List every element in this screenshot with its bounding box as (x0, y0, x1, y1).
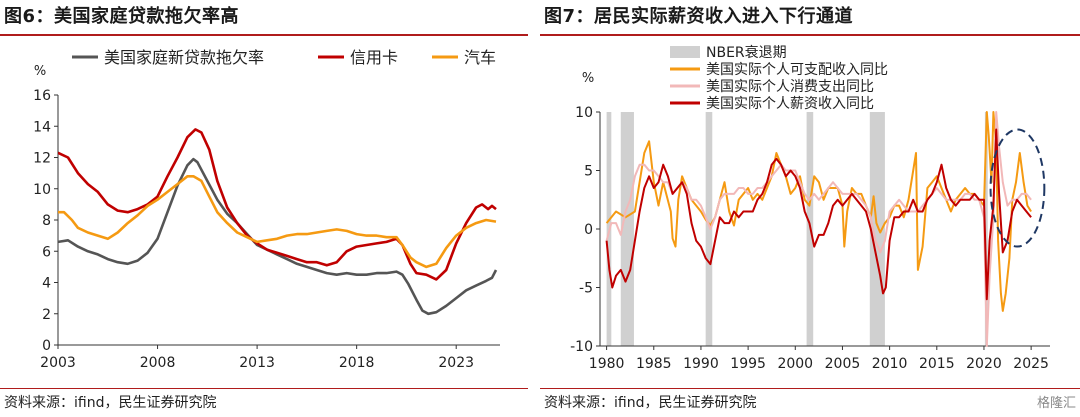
y-tick-label: 8 (42, 213, 51, 229)
x-tick-label: 1995 (730, 356, 766, 372)
y-tick-label: 16 (33, 88, 51, 104)
x-tick-label: 2025 (1013, 356, 1049, 372)
x-tick-label: 1990 (683, 356, 719, 372)
y-tick-label: 14 (33, 119, 51, 135)
y-tick-label: 4 (42, 276, 51, 292)
y-unit-label: % (34, 64, 46, 79)
legend-label-3: 汽车 (464, 48, 496, 67)
source-note: 资料来源：ifind，民生证券研究院 (4, 395, 217, 411)
y-tick-label: 2 (42, 307, 51, 323)
series-line-2 (605, 111, 1032, 347)
line-chart: -10 -5 0 5 10 1980 1985 1990 1995 2000 2005 2010 201… (570, 44, 1050, 372)
x-tick-label: 2023 (438, 355, 474, 371)
x-tick-label: 2018 (339, 355, 375, 371)
recession-band (705, 112, 713, 346)
legend-label-1: 美国实际个人可支配收入同比 (706, 62, 888, 78)
y-tick-label: -5 (579, 281, 593, 297)
y-tick-label: 10 (33, 182, 51, 198)
x-tick-label: 1985 (636, 356, 672, 372)
y-tick-label: 12 (33, 151, 51, 167)
x-tick-label: 2003 (40, 355, 76, 371)
y-tick-label: 10 (575, 105, 593, 121)
source-divider (540, 388, 1080, 389)
y-tick-label: 0 (584, 222, 593, 238)
line-chart: 0 2 4 6 8 10 12 14 16 2003 2008 2013 2018 2023% 美国家庭新贷… (33, 48, 500, 371)
series-line-3 (605, 128, 1032, 301)
chart-title: 图6：美国家庭贷款拖欠率高 (4, 6, 240, 27)
source-note: 资料来源：ifind，民生证券研究院 (544, 395, 757, 411)
x-tick-label: 2000 (777, 356, 813, 372)
x-tick-label: 2020 (966, 356, 1002, 372)
y-tick-label: 6 (42, 244, 51, 260)
legend-swatch-recession (670, 46, 700, 58)
title-divider (0, 34, 528, 36)
legend-label-3: 美国实际个人薪资收入同比 (706, 96, 874, 112)
x-tick-label: 2015 (919, 356, 955, 372)
x-tick-label: 2008 (140, 355, 176, 371)
watermark-logo: 格隆汇 (1036, 396, 1076, 411)
x-tick-label: 2013 (239, 355, 275, 371)
chart-panel-left: 图6：美国家庭贷款拖欠率高 0 2 4 6 8 10 12 14 16 2003 2008 2013 2… (0, 0, 528, 417)
highlight-ellipse (989, 128, 1046, 248)
y-unit-label: % (582, 71, 594, 86)
y-tick-label: -10 (570, 339, 593, 355)
chart-panel-right: 图7：居民实际薪资收入进入下行通道 -10 -5 0 5 10 1980 1985 1990 1… (540, 0, 1080, 417)
legend-label-2: 美国实际个人消费支出同比 (706, 79, 874, 95)
series-line-1 (58, 157, 498, 316)
legend-label-2: 信用卡 (350, 48, 398, 67)
source-divider (0, 388, 528, 389)
y-tick-label: 5 (584, 164, 593, 180)
y-tick-label: 0 (42, 338, 51, 354)
x-tick-label: 1980 (589, 356, 625, 372)
chart-title: 图7：居民实际薪资收入进入下行通道 (544, 6, 854, 27)
recession-band (984, 112, 988, 346)
series-line-1 (605, 111, 1032, 312)
legend-label-recession: NBER衰退期 (706, 44, 787, 61)
series-line-3 (58, 175, 497, 269)
x-tick-label: 2005 (825, 356, 861, 372)
recession-band (620, 112, 634, 346)
legend-label-1: 美国家庭新贷款拖欠率 (104, 48, 264, 67)
title-divider (540, 34, 1080, 36)
series-line-2 (58, 128, 497, 281)
x-tick-label: 2010 (872, 356, 908, 372)
